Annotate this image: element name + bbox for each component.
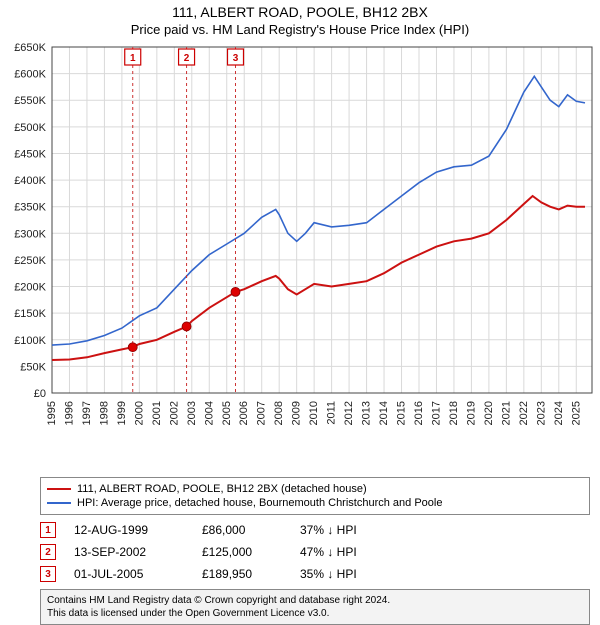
svg-text:£50K: £50K xyxy=(20,361,46,373)
marker-price: £189,950 xyxy=(202,567,282,581)
svg-text:£650K: £650K xyxy=(14,42,46,54)
chart-svg: £0 £50K £100K £150K £200K £250K £300K £350K £400… xyxy=(0,37,600,471)
svg-text:2023: 2023 xyxy=(535,401,547,425)
svg-text:2019: 2019 xyxy=(465,401,477,425)
legend-swatch-hpi xyxy=(47,502,71,504)
svg-text:1997: 1997 xyxy=(81,401,93,425)
legend-label-hpi: HPI: Average price, detached house, Bour… xyxy=(77,497,442,509)
svg-text:3: 3 xyxy=(233,53,239,64)
sale-marker-row: 3 01-JUL-2005 £189,950 35% ↓ HPI xyxy=(40,563,590,585)
svg-text:£250K: £250K xyxy=(14,255,46,267)
legend-label-property: 111, ALBERT ROAD, POOLE, BH12 2BX (detac… xyxy=(77,483,367,495)
svg-text:2005: 2005 xyxy=(221,401,233,425)
svg-text:£0: £0 xyxy=(34,388,46,400)
svg-text:1: 1 xyxy=(130,53,136,64)
legend-swatch-property xyxy=(47,488,71,490)
footer-line2: This data is licensed under the Open Gov… xyxy=(47,607,583,620)
marker-price: £125,000 xyxy=(202,545,282,559)
chart-title-line2: Price paid vs. HM Land Registry's House … xyxy=(0,20,600,37)
svg-text:2022: 2022 xyxy=(518,401,530,425)
svg-text:2020: 2020 xyxy=(483,401,495,425)
svg-text:2021: 2021 xyxy=(500,401,512,425)
svg-text:2018: 2018 xyxy=(448,401,460,425)
marker-date: 13-SEP-2002 xyxy=(74,545,184,559)
svg-text:2000: 2000 xyxy=(133,401,145,425)
svg-text:£200K: £200K xyxy=(14,282,46,294)
svg-text:2013: 2013 xyxy=(361,401,373,425)
svg-text:£100K: £100K xyxy=(14,335,46,347)
legend-item-hpi: HPI: Average price, detached house, Bour… xyxy=(47,496,583,510)
svg-text:1998: 1998 xyxy=(98,401,110,425)
svg-text:1996: 1996 xyxy=(63,401,75,425)
chart-legend: 111, ALBERT ROAD, POOLE, BH12 2BX (detac… xyxy=(40,477,590,515)
marker-badge-icon: 1 xyxy=(40,522,56,538)
chart-title-area: 111, ALBERT ROAD, POOLE, BH12 2BX Price … xyxy=(0,0,600,37)
svg-text:1995: 1995 xyxy=(46,401,58,425)
svg-text:2002: 2002 xyxy=(168,401,180,425)
svg-text:2024: 2024 xyxy=(553,401,565,425)
svg-text:2008: 2008 xyxy=(273,401,285,425)
sale-marker-row: 1 12-AUG-1999 £86,000 37% ↓ HPI xyxy=(40,519,590,541)
attribution-footer: Contains HM Land Registry data © Crown c… xyxy=(40,589,590,625)
svg-text:2011: 2011 xyxy=(326,401,338,425)
svg-text:2010: 2010 xyxy=(308,401,320,425)
price-chart: £0 £50K £100K £150K £200K £250K £300K £350K £400… xyxy=(0,37,600,471)
svg-text:2025: 2025 xyxy=(570,401,582,425)
sale-markers-table: 1 12-AUG-1999 £86,000 37% ↓ HPI 2 13-SEP… xyxy=(40,519,590,585)
marker-badge-icon: 2 xyxy=(40,544,56,560)
svg-text:2: 2 xyxy=(184,53,190,64)
svg-text:£150K: £150K xyxy=(14,308,46,320)
svg-text:2004: 2004 xyxy=(203,401,215,425)
svg-text:£550K: £550K xyxy=(14,95,46,107)
marker-diff: 37% ↓ HPI xyxy=(300,523,400,537)
chart-title-line1: 111, ALBERT ROAD, POOLE, BH12 2BX xyxy=(0,4,600,20)
svg-text:£600K: £600K xyxy=(14,69,46,81)
marker-diff: 35% ↓ HPI xyxy=(300,567,400,581)
marker-date: 12-AUG-1999 xyxy=(74,523,184,537)
svg-text:2012: 2012 xyxy=(343,401,355,425)
svg-text:2016: 2016 xyxy=(413,401,425,425)
marker-price: £86,000 xyxy=(202,523,282,537)
marker-badge-icon: 3 xyxy=(40,566,56,582)
svg-text:2014: 2014 xyxy=(378,401,390,425)
svg-text:2017: 2017 xyxy=(430,401,442,425)
svg-text:2009: 2009 xyxy=(291,401,303,425)
sale-marker-row: 2 13-SEP-2002 £125,000 47% ↓ HPI xyxy=(40,541,590,563)
svg-text:£300K: £300K xyxy=(14,228,46,240)
svg-text:1999: 1999 xyxy=(116,401,128,425)
marker-date: 01-JUL-2005 xyxy=(74,567,184,581)
svg-text:2001: 2001 xyxy=(151,401,163,425)
footer-line1: Contains HM Land Registry data © Crown c… xyxy=(47,594,583,607)
svg-text:£400K: £400K xyxy=(14,175,46,187)
legend-item-property: 111, ALBERT ROAD, POOLE, BH12 2BX (detac… xyxy=(47,482,583,496)
svg-text:2007: 2007 xyxy=(256,401,268,425)
svg-text:£500K: £500K xyxy=(14,122,46,134)
svg-text:£350K: £350K xyxy=(14,202,46,214)
svg-text:£450K: £450K xyxy=(14,148,46,160)
marker-diff: 47% ↓ HPI xyxy=(300,545,400,559)
svg-text:2015: 2015 xyxy=(396,401,408,425)
svg-text:2003: 2003 xyxy=(186,401,198,425)
svg-text:2006: 2006 xyxy=(238,401,250,425)
